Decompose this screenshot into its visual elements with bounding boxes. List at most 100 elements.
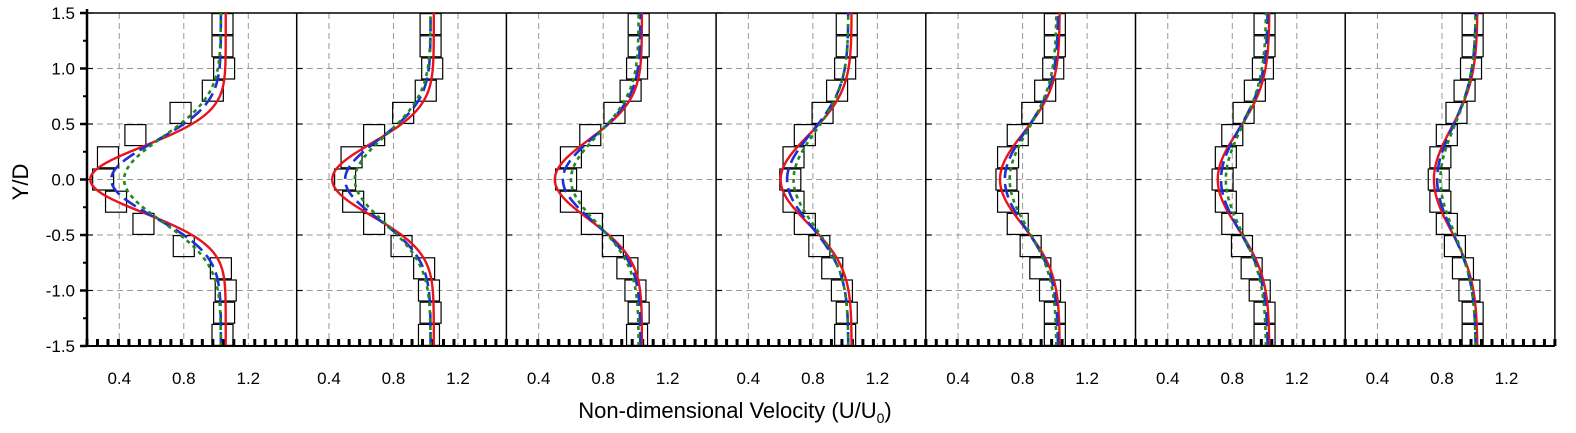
x-tick-label: 0.8	[1011, 369, 1035, 388]
series-line-dotted	[1224, 12, 1268, 347]
data-marker-square	[124, 123, 147, 147]
data-marker-square	[1429, 146, 1452, 169]
panel-6	[1134, 12, 1347, 347]
data-marker-square	[601, 235, 624, 258]
panel-4	[714, 12, 928, 347]
data-marker-square	[559, 190, 583, 213]
x-tick-label: 0.8	[1220, 369, 1244, 388]
data-marker-square	[625, 323, 649, 346]
y-tick-label: -1.0	[46, 282, 75, 301]
x-tick-label: 1.2	[236, 369, 260, 388]
y-tick-label: -0.5	[46, 226, 75, 245]
data-marker-square	[1021, 101, 1044, 125]
x-axis-title-main: Non-dimensional Velocity (U/U	[578, 398, 876, 423]
data-marker-square	[603, 101, 626, 125]
data-marker-square	[1043, 13, 1066, 36]
panel-3	[504, 12, 718, 347]
data-marker-square	[1240, 257, 1263, 280]
x-tick-label: 0.4	[1366, 369, 1390, 388]
x-tick-label: 0.8	[172, 369, 196, 388]
x-tick-label: 0.4	[946, 369, 970, 388]
x-tick-label: 1.2	[866, 369, 890, 388]
series-line-solid	[89, 13, 227, 346]
data-marker-square	[996, 146, 1020, 169]
x-tick-label: 0.4	[107, 369, 131, 388]
data-marker-square	[340, 146, 363, 169]
data-marker-square	[580, 212, 603, 235]
panel-2	[295, 12, 508, 347]
data-marker-square	[213, 301, 236, 324]
data-marker-square	[92, 168, 115, 191]
panel-5	[924, 12, 1137, 347]
series-line-dashed	[1435, 12, 1477, 347]
data-marker-square	[619, 79, 642, 102]
series-line-dashed	[785, 12, 850, 347]
data-marker-square	[342, 190, 365, 213]
x-tick-label: 1.2	[1495, 369, 1519, 388]
data-marker-square	[811, 101, 834, 125]
series-line-dashed	[561, 12, 642, 347]
x-tick-label: 1.2	[1285, 369, 1309, 388]
data-marker-square	[782, 190, 805, 213]
data-marker-square	[627, 13, 650, 36]
series-line-dashed	[1003, 12, 1060, 347]
x-tick-label: 1.2	[656, 369, 680, 388]
x-tick-label: 0.8	[1430, 369, 1454, 388]
panel-7	[1343, 12, 1557, 347]
series-line-dotted	[122, 12, 223, 347]
x-tick-label: 0.8	[382, 369, 406, 388]
x-tick-label: 1.2	[446, 369, 470, 388]
series-line-solid	[1432, 12, 1479, 347]
data-marker-square	[1253, 13, 1276, 36]
y-tick-label: 0.0	[51, 171, 75, 190]
data-marker-square	[579, 123, 602, 147]
series-line-dotted	[569, 12, 640, 347]
series-line-dotted	[792, 12, 850, 347]
data-marker-square	[782, 146, 805, 169]
y-tick-label: -1.5	[46, 337, 75, 356]
x-tick-label: 1.2	[1075, 369, 1099, 388]
data-marker-square	[333, 168, 357, 191]
x-tick-label: 0.8	[591, 369, 615, 388]
data-marker-square	[1006, 123, 1029, 147]
data-marker-square	[169, 101, 192, 125]
y-axis: -1.5 -1.0 -0.5 0.0 0.5 1.0 1.5	[46, 4, 89, 356]
series-line-solid	[330, 13, 436, 346]
data-marker-square	[211, 35, 234, 58]
series-line-solid	[998, 12, 1061, 347]
panels-layer	[85, 12, 1557, 347]
x-tick-label: 0.4	[317, 369, 341, 388]
x-tick-label: 0.4	[1156, 369, 1180, 388]
series-line-dashed	[343, 13, 432, 346]
data-marker-square	[1435, 123, 1458, 147]
data-marker-square	[559, 146, 583, 169]
data-marker-square	[1429, 190, 1452, 213]
y-tick-label: 1.0	[51, 60, 75, 79]
data-marker-square	[1461, 13, 1484, 36]
x-tick-label: 0.4	[527, 369, 551, 388]
data-marker-square	[793, 123, 816, 147]
data-marker-square	[1461, 323, 1484, 346]
data-marker-square	[209, 257, 232, 280]
x-tick-label: 0.8	[801, 369, 825, 388]
series-line-solid	[1216, 12, 1271, 347]
y-axis-title: Y/D	[8, 164, 33, 201]
data-marker-square	[1445, 101, 1468, 125]
series-line-dotted	[1439, 12, 1477, 347]
data-marker-square	[1043, 35, 1066, 58]
x-axis-title: Non-dimensional Velocity (U/U0)	[578, 398, 891, 426]
series-line-solid	[779, 12, 853, 347]
data-marker-square	[211, 13, 234, 36]
data-marker-square	[793, 212, 816, 235]
x-axis-labels: 0.4 0.8 1.2 0.4 0.8 1.2 0.4 0.8 1.2 0.4 0.8 1.2 0.4 0…	[107, 369, 1518, 388]
series-line-solid	[553, 13, 644, 346]
y-tick-label: 1.5	[51, 4, 75, 23]
data-marker-square	[996, 190, 1020, 213]
x-axis-title-close: )	[884, 398, 891, 423]
y-tick-label: 0.5	[51, 115, 75, 134]
x-axis-title-subscript: 0	[877, 410, 885, 426]
x-tick-label: 0.4	[737, 369, 761, 388]
data-marker-square	[201, 79, 224, 102]
panel-1	[85, 12, 299, 347]
